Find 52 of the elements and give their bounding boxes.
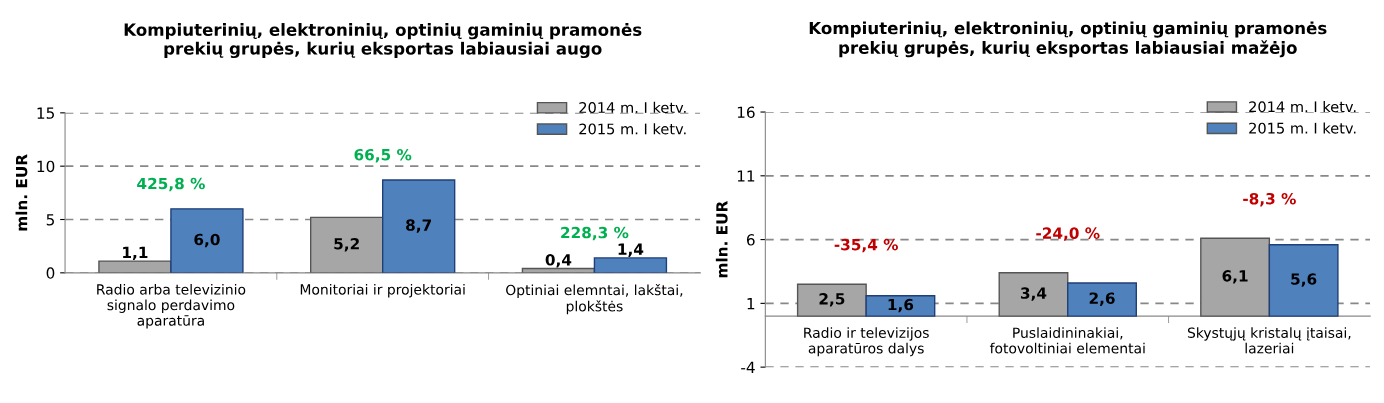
bar: [98, 260, 172, 273]
legend-label: 2015 m. I ketv.: [1249, 122, 1356, 134]
annotation: -8,3 %: [1243, 192, 1296, 207]
chart-title: Kompiuterinių, elektroninių, optinių gaminių pramonės prekių grupės, kurių eksportas labiausiai augo: [124, 23, 642, 59]
text: 0,4: [545, 254, 572, 268]
y-tick-label: 10: [37, 160, 55, 173]
text: 1,6: [888, 298, 914, 313]
bar: [796, 283, 867, 317]
y-tick-label: 11: [737, 170, 755, 182]
annotation: 425,8 %: [137, 177, 205, 192]
text: 3,4: [1020, 287, 1047, 301]
y-tick-label: 6: [746, 234, 755, 246]
bar: [1067, 282, 1137, 317]
text: 1,4: [618, 243, 644, 257]
y-tick-label: -4: [741, 361, 755, 373]
y-tick-label: 16: [737, 106, 755, 119]
y-axis-title: mln. EUR: [715, 201, 728, 278]
text: 5,2: [334, 237, 359, 252]
bar: [1200, 237, 1271, 317]
annotation: 228,3 %: [561, 226, 629, 241]
bar: [170, 208, 244, 273]
bar: [865, 295, 936, 317]
text: 6,1: [1222, 270, 1248, 284]
bar: [593, 257, 668, 273]
legend-label: 2014 m. I ketv.: [579, 101, 686, 114]
text: 2,5: [819, 293, 845, 307]
bar: [309, 216, 384, 273]
x-tick-label: Optiniai elemntai, lakštai, plokštės: [506, 283, 683, 315]
bar: [998, 272, 1069, 317]
text: 5,6: [1291, 273, 1317, 287]
text: 1,1: [123, 246, 148, 261]
chart-title: Kompiuterinių, elektroninių, optinių gaminių pramonės prekių grupės, kurių eksportas labiausiai mažėjo: [809, 21, 1327, 58]
text: 6,0: [194, 233, 220, 248]
annotation: -24,0 %: [1036, 227, 1100, 241]
x-tick-label: Puslaidininakiai, fotovoltiniai elementai: [989, 327, 1145, 354]
legend-label: 2015 m. I ketv.: [579, 123, 686, 135]
x-tick-label: Skystųjų kristalų įtaisai, lazeriai: [1187, 327, 1351, 354]
y-tick-label: 1: [747, 298, 755, 310]
x-tick-label: Radio ir televizijos aparatūros dalys: [804, 327, 929, 357]
annotation: 66,5 %: [354, 148, 412, 163]
x-tick-label: Radio arba televizinio signalo perdavimo aparatūra: [97, 283, 246, 329]
y-tick-label: 0: [46, 267, 55, 279]
y-tick-label: 5: [46, 214, 54, 226]
bar: [381, 179, 456, 273]
text: 2,6: [1089, 292, 1115, 306]
y-tick-label: 15: [37, 107, 54, 119]
text: 8,7: [406, 219, 431, 233]
legend-label: 2014 m. I ketv.: [1249, 100, 1356, 113]
x-tick-label: Monitoriai ir projektoriai: [300, 283, 465, 298]
bar: [1268, 243, 1339, 317]
y-axis-title: mln. EUR: [15, 154, 28, 231]
annotation: -35,4 %: [834, 238, 898, 253]
